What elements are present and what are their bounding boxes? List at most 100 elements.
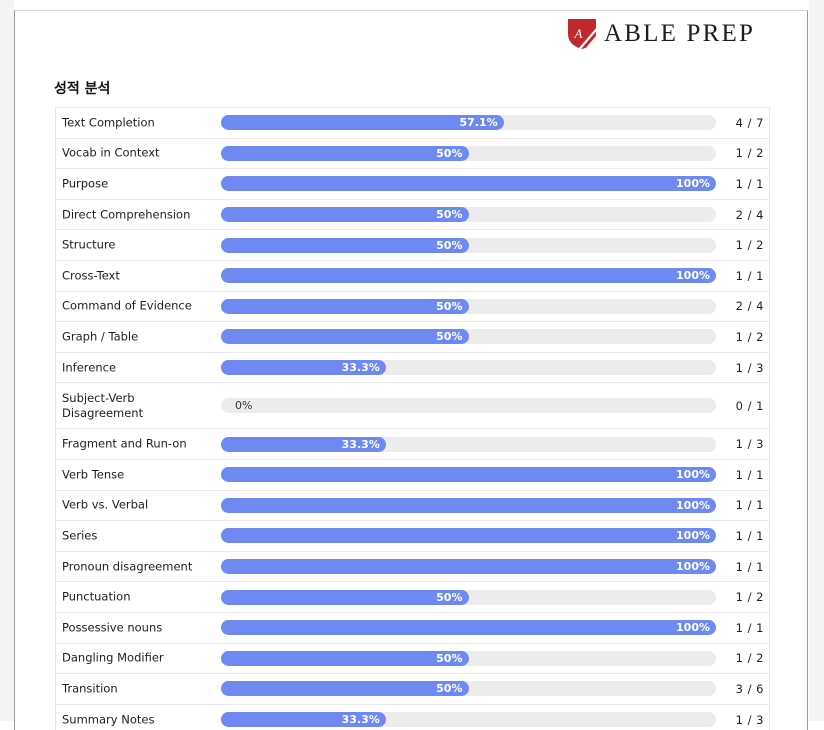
- table-row: Subject-Verb Disagreement 0% 0 / 1: [56, 383, 769, 430]
- table-row: Possessive nouns 100% 1 / 1: [56, 613, 769, 644]
- score-fraction: 1 / 1: [735, 498, 764, 513]
- progress-fill: 57.1%: [221, 115, 504, 131]
- score-fraction: 1 / 3: [735, 360, 764, 375]
- category-label: Series: [62, 528, 98, 543]
- percent-label: 33.3%: [341, 437, 380, 451]
- score-fraction: 1 / 2: [735, 651, 764, 666]
- progress-track: 100%: [221, 176, 716, 192]
- category-label: Command of Evidence: [62, 298, 192, 313]
- table-row: Cross-Text 100% 1 / 1: [56, 261, 769, 292]
- progress-fill: 100%: [221, 176, 716, 192]
- progress-fill: 100%: [221, 528, 716, 544]
- score-fraction: 0 / 1: [735, 398, 764, 413]
- table-row: Summary Notes 33.3% 1 / 3: [56, 705, 769, 730]
- score-fraction: 4 / 7: [735, 115, 764, 130]
- progress-track: 50%: [221, 298, 716, 314]
- progress-track: 100%: [221, 528, 716, 544]
- category-label: Structure: [62, 237, 116, 252]
- progress-track: 100%: [221, 467, 716, 483]
- score-fraction: 1 / 2: [735, 238, 764, 253]
- progress-fill: 50%: [221, 329, 469, 345]
- score-fraction: 1 / 3: [735, 712, 764, 727]
- progress-fill: 100%: [221, 497, 716, 513]
- category-label: Subject-Verb Disagreement: [62, 390, 144, 420]
- category-label: Fragment and Run-on: [62, 436, 187, 451]
- left-gutter: [0, 0, 14, 721]
- category-label: Verb vs. Verbal: [62, 497, 149, 512]
- percent-label: 50%: [436, 299, 463, 313]
- progress-fill: 100%: [221, 467, 716, 483]
- right-gutter: [809, 0, 824, 721]
- progress-fill: 33.3%: [221, 436, 386, 452]
- category-label: Purpose: [62, 176, 109, 191]
- percent-label: 33.3%: [341, 713, 380, 727]
- table-row: Verb vs. Verbal 100% 1 / 1: [56, 491, 769, 522]
- score-fraction: 1 / 1: [735, 620, 764, 635]
- score-fraction: 1 / 1: [735, 528, 764, 543]
- progress-track: 50%: [221, 329, 716, 345]
- category-label: Possessive nouns: [62, 620, 163, 635]
- table-row: Pronoun disagreement 100% 1 / 1: [56, 552, 769, 583]
- score-fraction: 2 / 4: [735, 299, 764, 314]
- progress-fill: 50%: [221, 589, 469, 605]
- percent-label: 100%: [676, 269, 710, 283]
- category-label: Text Completion: [62, 115, 155, 130]
- table-row: Command of Evidence 50% 2 / 4: [56, 292, 769, 323]
- svg-text:A: A: [574, 26, 583, 41]
- progress-fill: 50%: [221, 298, 469, 314]
- score-fraction: 1 / 2: [735, 329, 764, 344]
- progress-track: 100%: [221, 497, 716, 513]
- progress-track: 50%: [221, 237, 716, 253]
- percent-label: 100%: [676, 560, 710, 574]
- progress-track: 50%: [221, 681, 716, 697]
- score-fraction: 3 / 6: [735, 681, 764, 696]
- table-row: Structure 50% 1 / 2: [56, 230, 769, 261]
- score-fraction: 1 / 1: [735, 467, 764, 482]
- table-row: Purpose 100% 1 / 1: [56, 169, 769, 200]
- percent-label: 50%: [436, 590, 463, 604]
- percent-label: 0%: [235, 399, 253, 413]
- progress-fill: 50%: [221, 650, 469, 666]
- percent-label: 100%: [676, 621, 710, 635]
- score-fraction: 1 / 3: [735, 437, 764, 452]
- percent-label: 100%: [676, 529, 710, 543]
- progress-track: 100%: [221, 268, 716, 284]
- category-label: Inference: [62, 360, 117, 375]
- progress-track: 50%: [221, 207, 716, 223]
- progress-fill: 100%: [221, 559, 716, 575]
- report-page: A ABLE PREP 성적 분석 Text Completion 57.1% 4 …: [14, 10, 808, 730]
- score-fraction: 1 / 1: [735, 268, 764, 283]
- progress-track: 50%: [221, 650, 716, 666]
- progress-track: 100%: [221, 559, 716, 575]
- score-analysis-table: Text Completion 57.1% 4 / 7 Vocab in Contex…: [55, 107, 770, 730]
- table-row: Vocab in Context 50% 1 / 2: [56, 139, 769, 170]
- table-row: Punctuation 50% 1 / 2: [56, 582, 769, 613]
- score-fraction: 1 / 1: [735, 176, 764, 191]
- score-fraction: 1 / 2: [735, 146, 764, 161]
- percent-label: 57.1%: [459, 116, 498, 130]
- percent-label: 100%: [676, 498, 710, 512]
- percent-label: 50%: [436, 330, 463, 344]
- progress-track: 50%: [221, 145, 716, 161]
- category-label: Verb Tense: [62, 467, 125, 482]
- progress-fill: 50%: [221, 681, 469, 697]
- progress-track: 33.3%: [221, 436, 716, 452]
- progress-track: 33.3%: [221, 360, 716, 376]
- percent-label: 33.3%: [341, 361, 380, 375]
- category-label: Dangling Modifier: [62, 650, 164, 665]
- table-row: Series 100% 1 / 1: [56, 521, 769, 552]
- percent-label: 50%: [436, 238, 463, 252]
- section-title: 성적 분석: [54, 81, 111, 97]
- table-row: Text Completion 57.1% 4 / 7: [56, 108, 769, 139]
- progress-fill: 100%: [221, 620, 716, 636]
- shield-logo-icon: A: [568, 19, 596, 49]
- score-fraction: 1 / 2: [735, 590, 764, 605]
- category-label: Vocab in Context: [62, 145, 160, 160]
- score-fraction: 1 / 1: [735, 559, 764, 574]
- category-label: Transition: [62, 681, 118, 696]
- category-label: Cross-Text: [62, 268, 120, 283]
- table-row: Transition 50% 3 / 6: [56, 674, 769, 705]
- category-label: Direct Comprehension: [62, 207, 191, 222]
- table-row: Direct Comprehension 50% 2 / 4: [56, 200, 769, 231]
- percent-label: 50%: [436, 208, 463, 222]
